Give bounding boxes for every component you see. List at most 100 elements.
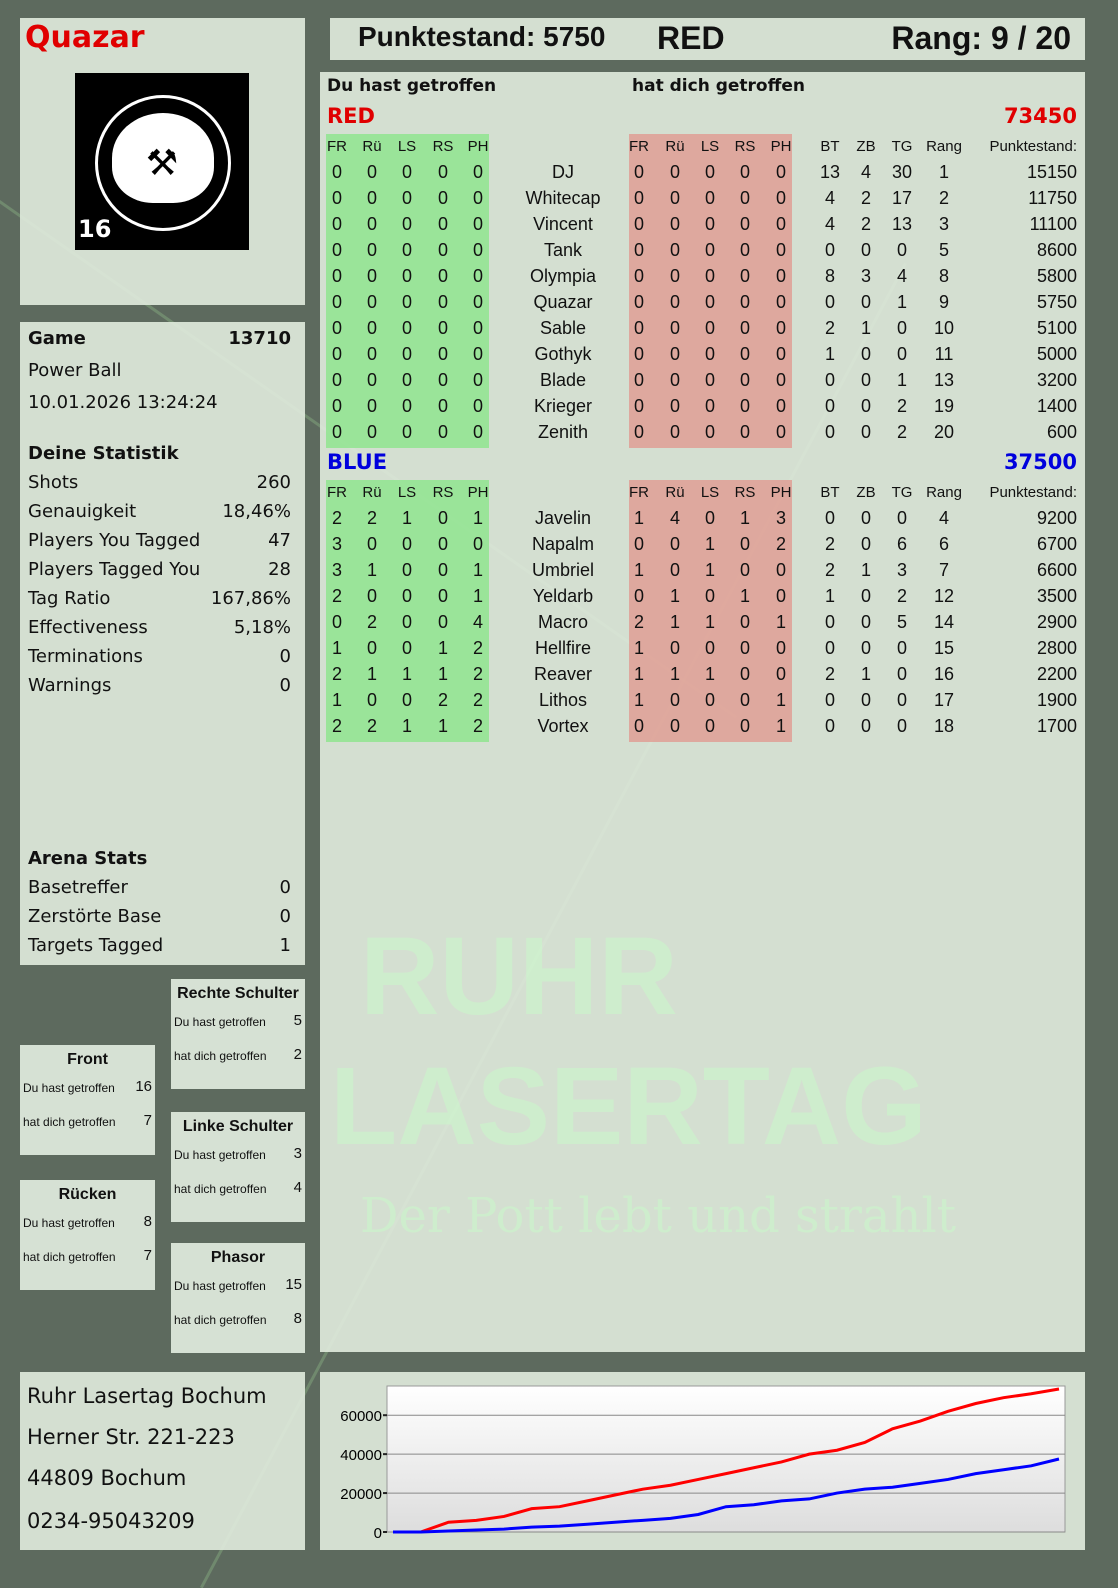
stat-cell: 0: [401, 370, 412, 390]
player-name-cell: Javelin: [534, 508, 592, 528]
chart-panel: 0 20000 40000 60000: [320, 1372, 1085, 1550]
stat-cell: 0: [331, 266, 342, 286]
stat-cell: 0: [739, 422, 750, 442]
column-header: RS: [432, 138, 454, 155]
column-header: RS: [734, 138, 756, 155]
column-header: FR: [629, 138, 649, 155]
y-tick-label: 0: [374, 1525, 382, 1542]
stat-cell: 0: [437, 560, 448, 580]
player-name-cell: Macro: [537, 612, 588, 632]
stat-cell: 0: [669, 292, 680, 312]
stat-cell: 2: [824, 534, 835, 554]
stat-cell: 19: [933, 396, 955, 416]
stat-cell: 1: [472, 508, 483, 528]
stat-cell: 0: [366, 318, 377, 338]
player-name-cell: Zenith: [537, 422, 589, 442]
stat-cell: 0: [669, 214, 680, 234]
stat-cell: 0: [704, 162, 715, 182]
stat-cell: 0: [775, 266, 786, 286]
stat-cell: 0: [401, 422, 412, 442]
stat-label: Terminations: [28, 646, 143, 667]
stat-cell: 0: [739, 664, 750, 684]
stat-cell: 1: [401, 508, 412, 528]
got-highlight: [629, 134, 792, 448]
stat-cell: 0: [704, 396, 715, 416]
stat-cell: 1: [366, 664, 377, 684]
stat-cell: 0: [739, 690, 750, 710]
column-header: TG: [891, 138, 913, 155]
arena-label: Basetreffer: [28, 877, 128, 898]
score-label: Punktestand: 5750: [358, 21, 606, 52]
stat-cell: 0: [704, 508, 715, 528]
stat-cell: 1: [437, 716, 448, 736]
stat-cell: 13: [891, 214, 913, 234]
stat-cell: 2: [366, 508, 377, 528]
stat-cell: 0: [401, 240, 412, 260]
stat-cell: 0: [860, 240, 871, 260]
zone-got-value: 4: [293, 1179, 302, 1196]
player-name-cell: DJ: [552, 162, 574, 182]
stat-cell: 0: [896, 690, 907, 710]
stat-cell: 0: [669, 266, 680, 286]
stat-cell: 0: [472, 318, 483, 338]
column-header: Rü: [665, 138, 685, 155]
stat-cell: 0: [331, 162, 342, 182]
stat-cell: 1: [824, 344, 835, 364]
stat-cell: 0: [739, 716, 750, 736]
column-header: Rang: [926, 484, 962, 501]
column-header: LS: [397, 138, 417, 155]
stat-cell: 0: [437, 422, 448, 442]
player-name-cell: Krieger: [533, 396, 593, 416]
stat-cell: 0: [633, 396, 644, 416]
stat-cell: 0: [437, 162, 448, 182]
stat-cell: 0: [704, 188, 715, 208]
stat-cell: 0: [739, 638, 750, 658]
stat-cell: 0: [669, 240, 680, 260]
stat-row: Tag Ratio 167,86%: [28, 588, 291, 609]
zone-hit-label: Du hast getroffen: [23, 1081, 115, 1095]
zone-hit-label: Du hast getroffen: [23, 1216, 115, 1230]
arena-title: Arena Stats: [28, 848, 148, 869]
stat-cell: 0: [437, 292, 448, 312]
stat-cell: 0: [775, 586, 786, 606]
stat-cell: 0: [472, 240, 483, 260]
score-cell: 2900: [1036, 612, 1077, 632]
stat-cell: 0: [401, 266, 412, 286]
player-name-cell: Napalm: [531, 534, 595, 554]
stat-cell: 1: [472, 586, 483, 606]
stat-cell: 1: [775, 612, 786, 632]
zone-title: Rechte Schulter: [177, 985, 299, 1002]
score-cell: 3500: [1036, 586, 1077, 606]
stat-cell: 0: [633, 266, 644, 286]
score-cell: 1700: [1036, 716, 1077, 736]
scoreboard-panel: RUHR LASERTAG Der Pott lebt und strahlt …: [320, 72, 1085, 1352]
stat-cell: 3: [331, 560, 342, 580]
stat-cell: 0: [331, 422, 342, 442]
stat-cell: 2: [472, 664, 483, 684]
address-line: 44809 Bochum: [27, 1466, 187, 1490]
stat-cell: 0: [704, 214, 715, 234]
score-cell: 1900: [1036, 690, 1077, 710]
got-highlight: [629, 480, 792, 742]
stat-cell: 1: [775, 690, 786, 710]
score-cell: 600: [1046, 422, 1077, 442]
stat-label: Effectiveness: [28, 617, 148, 638]
stat-cell: 1: [739, 586, 750, 606]
logo-badge: 16: [78, 215, 112, 243]
zone-hit-value: 5: [293, 1012, 302, 1029]
arena-row: Basetreffer 0: [28, 877, 291, 898]
stat-cell: 1: [669, 664, 680, 684]
stat-cell: 4: [472, 612, 483, 632]
stat-cell: 1: [331, 638, 342, 658]
stat-cell: 0: [366, 638, 377, 658]
y-tick-label: 60000: [340, 1408, 382, 1425]
stat-cell: 0: [437, 508, 448, 528]
stat-cell: 1: [938, 162, 949, 182]
stat-cell: 17: [891, 188, 913, 208]
stat-cell: 0: [669, 318, 680, 338]
column-header: PH: [770, 138, 792, 155]
stat-cell: 0: [896, 508, 907, 528]
stat-cell: 3: [860, 266, 871, 286]
arena-value: 1: [279, 935, 291, 956]
stat-cell: 0: [775, 240, 786, 260]
